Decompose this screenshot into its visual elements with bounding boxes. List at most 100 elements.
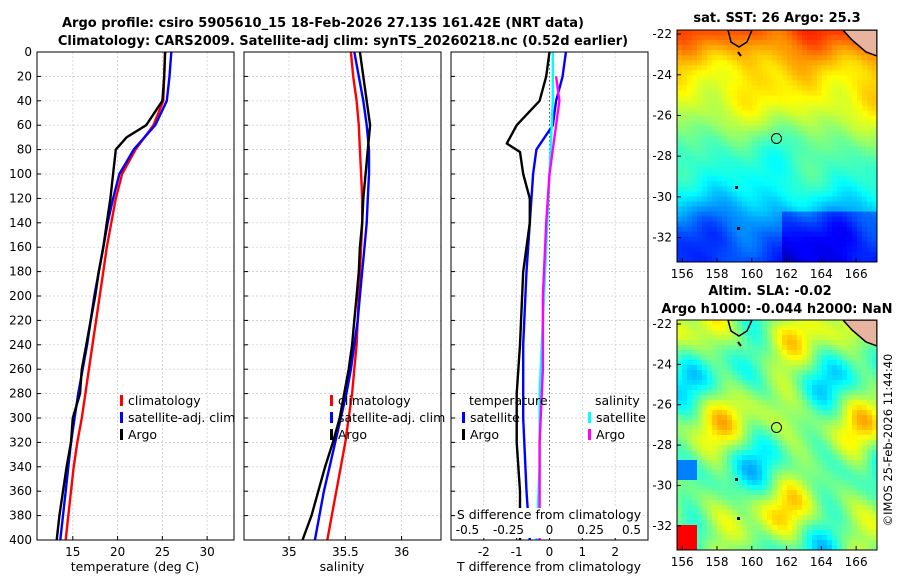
heatmap-cell (677, 495, 683, 501)
heatmap-cell (677, 226, 683, 233)
heatmap-cell (712, 50, 718, 56)
heatmap-cell (797, 445, 803, 451)
heatmap-cell (697, 480, 703, 486)
heatmap-cell (717, 201, 723, 208)
heatmap-cell (837, 146, 843, 152)
heatmap-cell (767, 181, 773, 187)
heatmap-cell (732, 515, 738, 521)
heatmap-cell (697, 146, 703, 152)
heatmap-cell (777, 146, 783, 152)
heatmap-cell (827, 100, 833, 107)
heatmap-cell (757, 181, 763, 187)
heatmap-cell (852, 485, 858, 491)
heatmap-cell (782, 50, 788, 56)
salinity-panel: 35 35.5 36 salinity climatology satellite-… (243, 51, 445, 574)
heatmap-cell (712, 110, 718, 117)
heatmap-cell (802, 385, 808, 391)
heatmap-cell (852, 475, 858, 481)
heatmap-cell (832, 40, 838, 46)
heatmap-cell (707, 156, 713, 162)
heatmap-cell (757, 500, 763, 506)
heatmap-cell (777, 365, 783, 371)
heatmap-cell (817, 40, 823, 46)
heatmap-cell (852, 465, 858, 471)
heatmap-cell (802, 156, 808, 162)
heatmap-cell (717, 545, 723, 550)
heatmap-cell (727, 176, 733, 182)
heatmap-cell (707, 440, 713, 446)
heatmap-cell (707, 35, 713, 41)
heatmap-cell (712, 430, 718, 436)
heatmap-cell (782, 35, 788, 41)
heatmap-cell (752, 45, 758, 51)
heatmap-cell (852, 425, 858, 431)
heatmap-cell (832, 221, 838, 228)
heatmap-cell (832, 395, 838, 401)
heatmap-cell (722, 480, 728, 486)
heatmap-cell (732, 370, 738, 376)
heatmap-cell (862, 455, 868, 461)
heatmap-cell (697, 40, 703, 46)
heatmap-cell (767, 130, 773, 137)
heatmap-cell (782, 485, 788, 491)
heatmap-cell (792, 470, 798, 476)
heatmap-cell (817, 440, 823, 446)
heatmap-cell (782, 535, 788, 541)
heatmap-cell (727, 166, 733, 172)
heatmap-cell (692, 140, 698, 147)
heatmap-cell (717, 335, 723, 341)
heatmap-cell (732, 135, 738, 142)
heatmap-cell (857, 375, 863, 381)
heatmap-cell (692, 125, 698, 132)
heatmap-cell (777, 400, 783, 406)
heatmap-cell (852, 135, 858, 142)
heatmap-cell (767, 520, 773, 526)
heatmap-cell (757, 70, 763, 76)
heatmap-cell (797, 201, 803, 208)
heatmap-cell (847, 465, 853, 471)
heatmap-cell (707, 455, 713, 461)
heatmap-cell (762, 360, 768, 366)
heatmap-cell (817, 95, 823, 102)
heatmap-cell (752, 95, 758, 102)
heatmap-cell (872, 405, 877, 411)
heatmap-cell (802, 535, 808, 541)
heatmap-cell (702, 365, 708, 371)
heatmap-cell (832, 340, 838, 346)
heatmap-cell (712, 350, 718, 356)
heatmap-cell (757, 340, 763, 346)
heatmap-cell (687, 30, 693, 36)
heatmap-cell (817, 186, 823, 192)
heatmap-cell (717, 525, 723, 531)
heatmap-cell (697, 105, 703, 112)
heatmap-cell (687, 390, 693, 396)
heatmap-cell (807, 355, 813, 361)
heatmap-cell (707, 520, 713, 526)
heatmap-cell (762, 545, 768, 550)
heatmap-cell (862, 470, 868, 476)
heatmap-cell (807, 65, 813, 71)
heatmap-cell (787, 156, 793, 162)
heatmap-cell (707, 75, 713, 82)
heatmap-cell (707, 495, 713, 501)
heatmap-cell (767, 470, 773, 476)
heatmap-cell (727, 360, 733, 366)
heatmap-cell (827, 470, 833, 476)
heatmap-cell (812, 246, 818, 253)
heatmap-cell (827, 525, 833, 531)
heatmap-cell (682, 455, 688, 461)
heatmap-cell (807, 345, 813, 351)
heatmap-cell (717, 181, 723, 187)
heatmap-cell (722, 115, 728, 122)
heatmap-cell (712, 125, 718, 132)
heatmap-cell (782, 470, 788, 476)
heatmap-cell (687, 345, 693, 351)
heatmap-cell (822, 470, 828, 476)
heatmap-cell (807, 415, 813, 421)
heatmap-cell (762, 105, 768, 112)
heatmap-cell (802, 186, 808, 192)
heatmap-cell (682, 380, 688, 386)
heatmap-cell (747, 515, 753, 521)
heatmap-cell (822, 130, 828, 137)
heatmap-cell (677, 30, 683, 36)
